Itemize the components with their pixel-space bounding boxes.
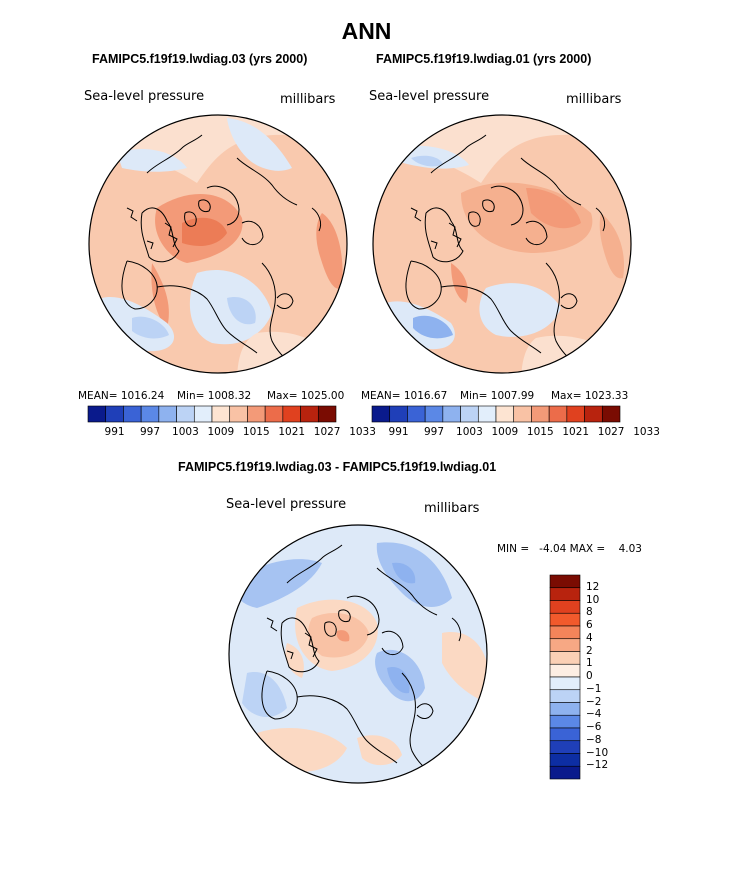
colorbar-panel-1-tick-label: 1033 (349, 426, 376, 438)
colorbar-diff-swatch (549, 638, 581, 652)
colorbar-panel-2-swatch (407, 405, 426, 423)
colorbar-panel-2-swatch (513, 405, 532, 423)
colorbar-panel-2-swatch (371, 405, 391, 423)
panel-2-units: millibars (566, 92, 622, 107)
colorbar-diff-swatch (549, 676, 581, 691)
colorbar-panel-2-swatch (495, 405, 515, 423)
colorbar-panel-2-swatch (601, 405, 621, 423)
colorbar-panel-1-swatch (140, 405, 160, 423)
colorbar-panel-1-swatch (123, 405, 142, 423)
colorbar-panel-1-swatch (300, 405, 319, 423)
panel-1-mean: MEAN= 1016.24 (78, 390, 165, 402)
colorbar-panel-2-tick-label: 1009 (491, 426, 519, 438)
colorbar-diff-swatch (549, 587, 581, 601)
colorbar-panel-2-swatch (424, 405, 444, 423)
colorbar-diff-tick-label: −8 (586, 733, 602, 746)
diff-panel-title: FAMIPC5.f19f19.lwdiag.03 - FAMIPC5.f19f1… (178, 460, 497, 474)
colorbar-diff-swatch (549, 625, 581, 640)
colorbar-panel-1-tick-label: 1015 (242, 426, 270, 438)
colorbar-panel-2-tick-label: 1027 (597, 426, 625, 438)
colorbar-diff-swatch (549, 574, 581, 589)
colorbar-panel-1-swatch (87, 405, 107, 423)
colorbar-panel-1-swatch (317, 405, 337, 423)
colorbar-panel-2-tick-label: 997 (423, 426, 445, 438)
panel-2-max: Max= 1023.33 (551, 390, 629, 402)
colorbar-panel-2-tick-label: 1003 (456, 426, 483, 438)
colorbar-panel-1-swatch (105, 405, 124, 423)
colorbar-diff-tick-label: −4 (586, 708, 602, 721)
colorbar-panel-1-tick-label: 1021 (278, 426, 306, 438)
panel-1-units: millibars (280, 92, 336, 107)
colorbar-diff-swatch (549, 689, 581, 703)
panel-2-min: Min= 1007.99 (460, 390, 535, 402)
colorbar-panel-1-tick-label: 1003 (172, 426, 199, 438)
colorbar-panel-1-swatch (211, 405, 231, 423)
colorbar-panel-1-tick-label: 1009 (207, 426, 235, 438)
diff-panel-units: millibars (424, 501, 480, 516)
panel-1-title: FAMIPC5.f19f19.lwdiag.03 (yrs 2000) (92, 52, 308, 66)
colorbar-diff-swatch (549, 651, 581, 665)
colorbar-panel-1-swatch (229, 405, 248, 423)
colorbar-diff (549, 574, 581, 780)
colorbar-panel-1-swatch (193, 405, 213, 423)
colorbar-diff-swatch (549, 600, 581, 614)
page-title: ANN (341, 18, 392, 44)
diff-panel-min-max: MIN = -4.04 MAX = 4.03 (497, 543, 642, 555)
colorbar-diff-swatch (549, 612, 581, 627)
panel-2-title: FAMIPC5.f19f19.lwdiag.01 (yrs 2000) (376, 52, 592, 66)
colorbar-diff-swatch (549, 663, 581, 678)
colorbar-panel-1-swatch (264, 405, 284, 423)
panel-1-variable: Sea-level pressure (84, 89, 205, 104)
colorbar-diff-tick-label: −2 (586, 695, 602, 708)
colorbar-diff-swatch (549, 740, 581, 754)
colorbar-panel-2-swatch (531, 405, 550, 423)
colorbar-panel-1 (87, 405, 337, 423)
colorbar-panel-2 (371, 405, 621, 423)
colorbar-panel-1-swatch (158, 405, 177, 423)
colorbar-panel-2-tick-label: 991 (388, 426, 409, 438)
colorbar-panel-2-tick-label: 1021 (562, 426, 590, 438)
colorbar-panel-2-swatch (442, 405, 461, 423)
colorbar-panel-2-swatch (548, 405, 568, 423)
colorbar-diff-tick-label: −1 (586, 682, 602, 695)
colorbar-panel-2-tick-label: 1015 (526, 426, 554, 438)
colorbar-diff-swatch (549, 753, 581, 767)
colorbar-diff-tick-label: −6 (586, 721, 602, 733)
colorbar-panel-1-swatch (282, 405, 301, 423)
panel-1-max: Max= 1025.00 (267, 390, 345, 402)
colorbar-diff-tick-label: 2 (586, 644, 593, 657)
colorbar-panel-2-swatch (477, 405, 497, 423)
colorbar-panel-1-tick-label: 997 (139, 426, 161, 438)
colorbar-panel-2-swatch (584, 405, 603, 423)
map-panel-diff (228, 524, 488, 784)
colorbar-diff-tick-label: 1 (586, 657, 593, 670)
colorbar-diff-tick-label: 12 (586, 580, 600, 593)
colorbar-diff-swatch (549, 702, 581, 716)
colorbar-diff-tick-label: −12 (586, 759, 609, 772)
colorbar-panel-1-tick-label: 1027 (313, 426, 341, 438)
map-panel-1 (88, 114, 348, 374)
colorbar-diff-tick-label: −10 (586, 746, 609, 759)
colorbar-diff-swatch (549, 714, 581, 729)
colorbar-panel-1-tick-label: 991 (104, 426, 125, 438)
colorbar-diff-swatch (549, 765, 581, 780)
colorbar-diff-tick-label: 8 (586, 606, 593, 619)
colorbar-panel-1-swatch (247, 405, 266, 423)
colorbar-panel-2-swatch (566, 405, 585, 423)
panel-1-min: Min= 1008.32 (177, 390, 252, 402)
diff-panel-variable: Sea-level pressure (226, 497, 347, 512)
colorbar-diff-tick-label: 0 (586, 670, 593, 682)
colorbar-panel-2-swatch (460, 405, 479, 423)
map-panel-2 (372, 114, 632, 374)
colorbar-panel-1-swatch (176, 405, 195, 423)
colorbar-diff-tick-label: 10 (586, 593, 600, 606)
colorbar-diff-tick-label: 6 (586, 619, 593, 631)
colorbar-panel-2-swatch (389, 405, 408, 423)
colorbar-diff-tick-label: 4 (586, 631, 593, 644)
colorbar-panel-2-tick-label: 1033 (633, 426, 660, 438)
panel-2-variable: Sea-level pressure (369, 89, 490, 104)
panel-2-mean: MEAN= 1016.67 (361, 390, 448, 402)
colorbar-diff-swatch (549, 727, 581, 742)
